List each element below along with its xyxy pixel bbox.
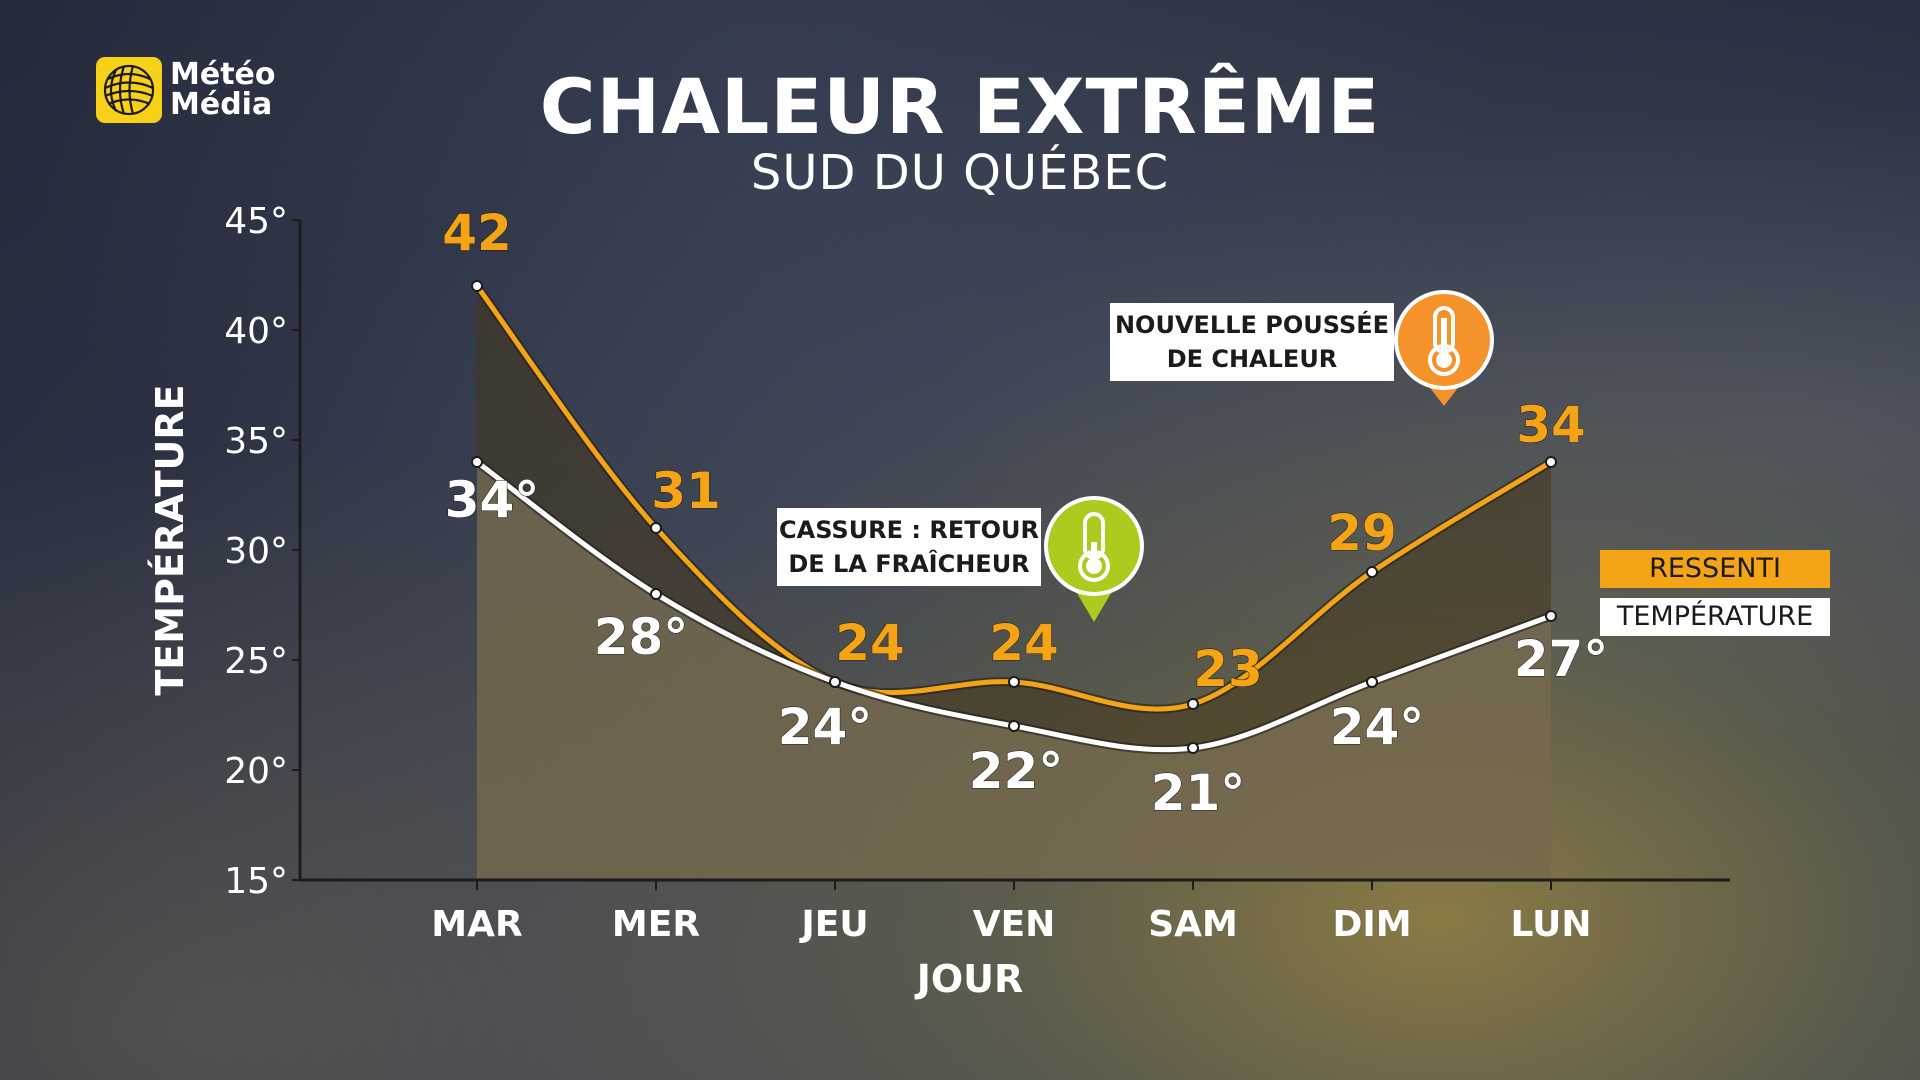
data-point xyxy=(1187,698,1199,710)
data-point xyxy=(1366,676,1378,688)
brand-line1: Météo xyxy=(170,57,276,92)
data-label: 22° xyxy=(969,742,1064,800)
y-tick-label: 40° xyxy=(224,311,288,352)
data-point xyxy=(1366,566,1378,578)
legend-ressenti: RESSENTI xyxy=(1600,550,1830,588)
data-point xyxy=(471,280,483,292)
data-label: 31 xyxy=(651,462,721,520)
data-point xyxy=(471,456,483,468)
annotation-text: CASSURE : RETOUR xyxy=(779,516,1039,544)
area-température xyxy=(477,462,1551,880)
annotation-box xyxy=(777,508,1041,586)
annotation-text: DE CHALEUR xyxy=(1167,345,1338,373)
annotation-text: DE LA FRAÎCHEUR xyxy=(788,549,1029,578)
y-tick-label: 20° xyxy=(224,751,288,792)
thermometer-high-icon xyxy=(1428,306,1460,376)
annotation-callout: NOUVELLE POUSSÉE DE CHALEUR xyxy=(1110,290,1494,406)
brand-logo: Météo Média xyxy=(96,57,276,123)
x-tick-label: MER xyxy=(612,904,700,945)
y-tick-label: 15° xyxy=(224,861,288,902)
data-label: 21° xyxy=(1151,764,1246,822)
data-point xyxy=(1545,610,1557,622)
data-label: 29 xyxy=(1327,504,1397,562)
thermometer-fill-bar xyxy=(1091,542,1097,566)
y-tick-label: 25° xyxy=(224,641,288,682)
x-axis-title: JOUR xyxy=(914,957,1024,1001)
data-point xyxy=(829,676,841,688)
data-label: 24° xyxy=(778,698,873,756)
data-label: 24 xyxy=(989,614,1059,672)
data-point xyxy=(1008,676,1020,688)
data-point xyxy=(1187,742,1199,754)
y-tick-label: 35° xyxy=(224,421,288,462)
annotation-callout: CASSURE : RETOUR DE LA FRAÎCHEUR xyxy=(777,496,1144,622)
data-label: 27° xyxy=(1514,630,1609,688)
brand-line2: Média xyxy=(170,87,273,122)
x-tick-label: VEN xyxy=(973,904,1056,945)
data-label: 24° xyxy=(1330,698,1425,756)
legend-temperature: TEMPÉRATURE xyxy=(1600,598,1830,636)
data-label: 23 xyxy=(1193,640,1263,698)
data-label: 34° xyxy=(445,471,540,529)
data-label: 34 xyxy=(1516,396,1586,454)
data-label: 28° xyxy=(594,608,689,666)
data-label: 24 xyxy=(835,614,905,672)
data-point xyxy=(650,588,662,600)
annotation-box xyxy=(1110,303,1394,381)
brand-name: Météo Média xyxy=(170,60,276,120)
y-axis-title: TEMPÉRATURE xyxy=(148,384,192,695)
x-tick-label: SAM xyxy=(1148,904,1238,945)
thermometer-fill-bar xyxy=(1441,318,1447,360)
x-tick-label: LUN xyxy=(1510,904,1591,945)
data-point xyxy=(650,522,662,534)
x-tick-label: JEU xyxy=(798,904,868,945)
page-subtitle: SUD DU QUÉBEC xyxy=(750,145,1170,201)
page-title: CHALEUR EXTRÊME xyxy=(539,62,1381,151)
thermometer-low-icon xyxy=(1078,512,1110,582)
y-tick-label: 45° xyxy=(224,201,288,242)
y-tick-label: 30° xyxy=(224,531,288,572)
data-point xyxy=(1545,456,1557,468)
data-label: 42 xyxy=(442,204,512,262)
data-point xyxy=(1008,720,1020,732)
globe-icon xyxy=(96,57,162,123)
x-tick-label: MAR xyxy=(431,904,522,945)
x-tick-label: DIM xyxy=(1332,904,1411,945)
annotation-text: NOUVELLE POUSSÉE xyxy=(1115,310,1389,339)
